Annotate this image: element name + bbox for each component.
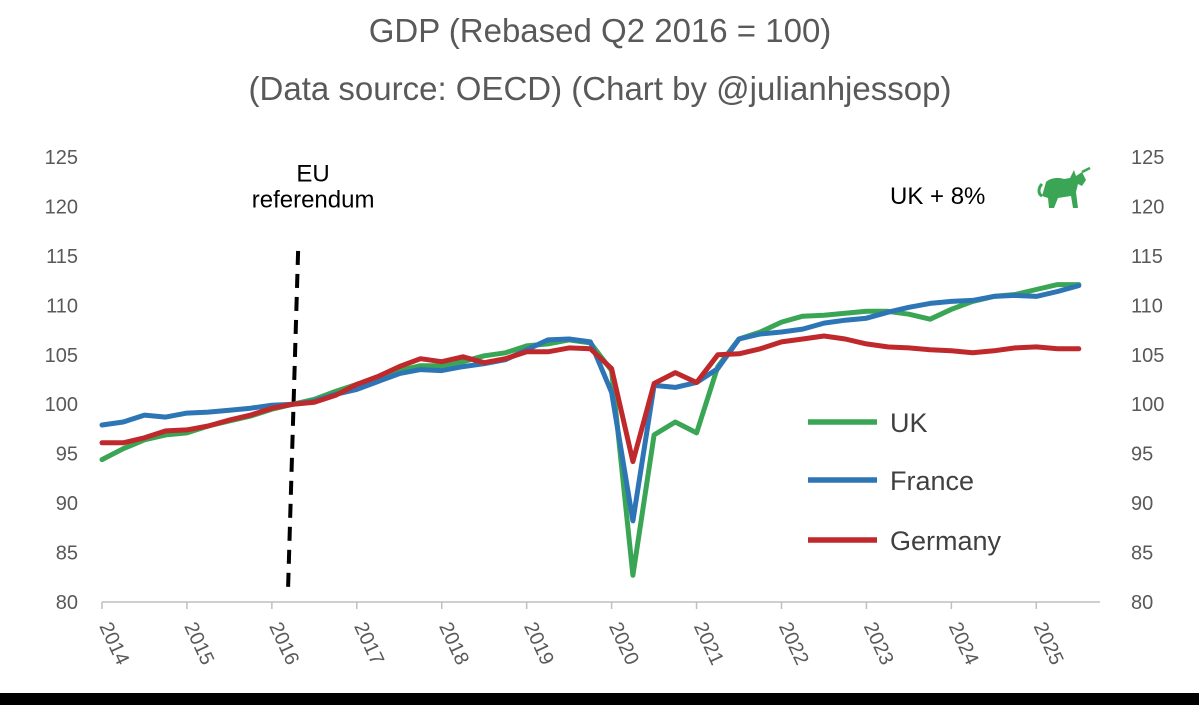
x-tick-label: 2021 xyxy=(689,619,728,669)
y-tick-label: 115 xyxy=(46,246,78,268)
chart-title: GDP (Rebased Q2 2016 = 100) xyxy=(369,12,832,49)
x-tick-label: 2024 xyxy=(944,619,983,669)
x-tick-label: 2015 xyxy=(179,619,218,669)
legend-label-uk: UK xyxy=(890,408,928,438)
legend-label-france: France xyxy=(890,466,974,496)
x-tick-label: 2017 xyxy=(349,619,388,669)
y-tick-label: 90 xyxy=(56,493,78,515)
y-tick-label: 85 xyxy=(56,543,78,565)
y-right-tick-label: 110 xyxy=(1131,295,1163,317)
y-tick-label: 120 xyxy=(45,196,78,218)
legend-label-germany: Germany xyxy=(890,526,1002,556)
chart-subtitle: (Data source: OECD) (Chart by @julianhje… xyxy=(249,70,952,107)
x-axis-ticks xyxy=(101,602,1038,609)
eu-referendum-label-line-1: EU xyxy=(296,161,329,188)
eu-referendum-dashed-line xyxy=(286,250,301,588)
y-right-tick-label: 100 xyxy=(1131,394,1164,416)
x-tick-label: 2025 xyxy=(1029,619,1068,669)
y-tick-label: 125 xyxy=(45,147,78,169)
y-right-tick-label: 90 xyxy=(1131,493,1153,515)
y-tick-label: 80 xyxy=(56,592,78,614)
y-right-tick-label: 125 xyxy=(1131,147,1164,169)
bottom-border xyxy=(0,693,1199,705)
y-axis-right-tick-labels: 80 85 90 95 100 105 110 115 120 125 xyxy=(1131,147,1164,614)
x-tick-label: 2018 xyxy=(434,619,473,669)
x-tick-label: 2019 xyxy=(519,619,558,669)
legend: UK France Germany xyxy=(808,408,1002,556)
series-lines xyxy=(99,282,1082,578)
x-tick-label: 2022 xyxy=(774,619,813,669)
y-tick-label: 95 xyxy=(56,444,78,466)
x-tick-label: 2014 xyxy=(94,619,133,669)
y-axis-left-tick-labels: 80 85 90 95 100 105 110 115 120 125 xyxy=(45,147,78,614)
x-tick-label: 2023 xyxy=(859,619,898,669)
y-right-tick-label: 115 xyxy=(1131,246,1163,268)
y-right-tick-label: 85 xyxy=(1131,543,1153,565)
y-right-tick-label: 80 xyxy=(1131,592,1153,614)
x-tick-label: 2016 xyxy=(264,619,303,669)
uk-plus-8-annotation: UK + 8% xyxy=(890,183,985,210)
y-right-tick-label: 105 xyxy=(1131,345,1164,367)
x-tick-label: 2020 xyxy=(604,619,643,669)
y-right-tick-label: 95 xyxy=(1131,444,1153,466)
eu-referendum-label-line-2: referendum xyxy=(252,186,375,213)
y-right-tick-label: 120 xyxy=(1131,196,1164,218)
y-tick-label: 110 xyxy=(46,295,78,317)
series-line-france xyxy=(99,283,1082,524)
x-axis-tick-labels: 2014 2015 2016 2017 2018 2019 2020 2021 2022 2023… xyxy=(94,619,1067,669)
y-tick-label: 100 xyxy=(45,394,78,416)
series-line-germany xyxy=(99,333,1082,465)
unicorn-icon xyxy=(1037,166,1091,208)
y-tick-label: 105 xyxy=(45,345,78,367)
